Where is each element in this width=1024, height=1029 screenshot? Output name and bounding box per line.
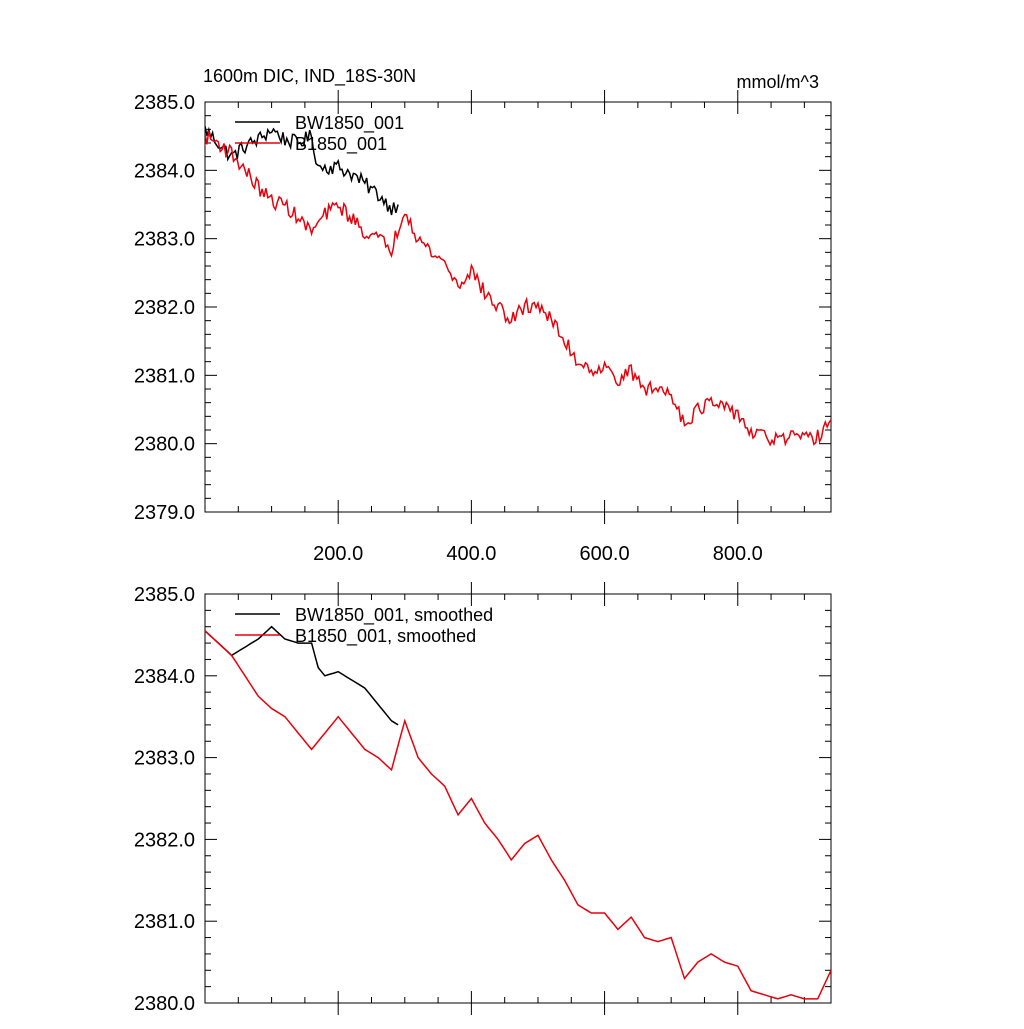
units-label: mmol/m^3 [737, 72, 819, 92]
y-tick-label: 2384.0 [134, 160, 195, 182]
y-tick-label: 2385.0 [134, 92, 195, 114]
panel-top: 2379.0 2380.0 2381.0 2382.0 2383.0 2384.0 2385… [134, 66, 832, 565]
x-tick-label: 800.0 [713, 543, 763, 565]
series-line-0 [205, 125, 399, 216]
y-tick-label: 2385.0 [134, 584, 195, 606]
y-tick-label: 2383.0 [134, 229, 195, 251]
y-tick-label: 2382.0 [134, 297, 195, 319]
x-tick-label: 200.0 [313, 543, 363, 565]
y-tick-label: 2383.0 [134, 748, 195, 770]
series-line-1 [205, 630, 831, 1000]
chart-title: 1600m DIC, IND_18S-30N [203, 66, 416, 87]
plot-frame [204, 593, 832, 1004]
series-line-0 [205, 625, 399, 726]
legend-label-1: B1850_001, smoothed [295, 626, 476, 647]
y-tick-label: 2382.0 [134, 829, 195, 851]
x-tick-label: 600.0 [580, 543, 630, 565]
legend-label-0: BW1850_001, smoothed [295, 605, 493, 626]
y-tick-label: 2381.0 [134, 365, 195, 387]
panel-bottom: 2380.0 2381.0 2382.0 2383.0 2384.0 2385.0 BW18… [134, 582, 832, 1015]
legend-label-0: BW1850_001 [295, 113, 404, 134]
y-tick-label: 2384.0 [134, 666, 195, 688]
legend-label-1: B1850_001 [295, 134, 387, 155]
series-line-1 [205, 130, 831, 447]
x-tick-label: 400.0 [446, 543, 496, 565]
y-tick-label: 2380.0 [134, 434, 195, 456]
y-tick-label: 2380.0 [134, 993, 195, 1015]
y-tick-label: 2381.0 [134, 911, 195, 933]
y-tick-label: 2379.0 [134, 502, 195, 524]
